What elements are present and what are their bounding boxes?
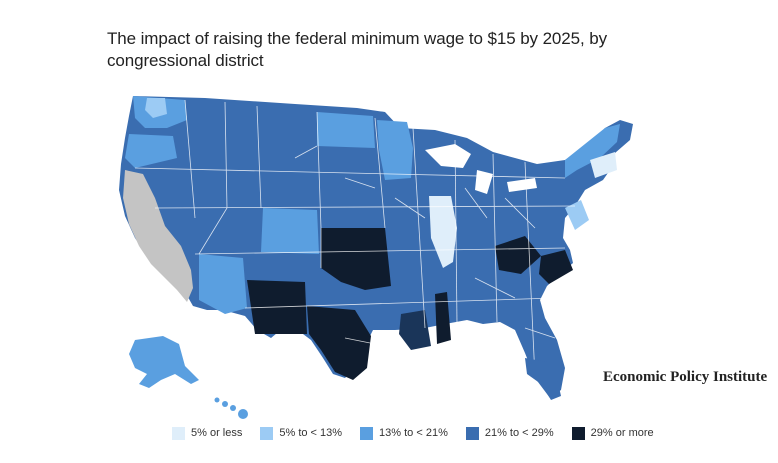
texas-region — [307, 306, 371, 380]
great-lakes — [425, 144, 537, 194]
northeast-region — [565, 124, 620, 178]
mid-atlantic-region — [565, 200, 589, 230]
carolina-region — [539, 250, 573, 284]
map-legend: 5% or less 5% to < 13% 13% to < 21% 21% … — [172, 425, 654, 441]
legend-item: 29% or more — [571, 426, 654, 440]
alaska-region — [129, 336, 199, 388]
minnesota-region — [377, 120, 413, 180]
district-boundaries — [134, 99, 576, 379]
legend-label: 21% to < 29% — [484, 427, 554, 439]
mississippi-region — [435, 292, 451, 344]
brand-logo-text: Economic Policy Institute — [603, 369, 768, 385]
legend-label: 29% or more — [590, 427, 654, 439]
north-dakota-region — [317, 112, 375, 148]
kansas-oklahoma-region — [321, 228, 391, 290]
us-district-map — [95, 78, 655, 423]
legend-label: 5% or less — [191, 427, 243, 439]
seattle-region — [145, 98, 167, 118]
map-svg — [119, 96, 633, 419]
arizona-region — [199, 254, 247, 314]
legend-label: 5% to < 13% — [279, 427, 343, 439]
florida-region — [525, 358, 561, 400]
louisiana-region — [399, 310, 431, 350]
legend-swatch — [360, 426, 374, 440]
legend-label: 13% to < 21% — [379, 427, 448, 439]
legend-swatch — [465, 426, 479, 440]
legend-item: 5% to < 13% — [260, 426, 343, 440]
colorado-region — [261, 208, 319, 254]
legend-swatch — [260, 426, 274, 440]
map-title: The impact of raising the federal minimu… — [107, 29, 607, 70]
legend-swatch — [571, 426, 585, 440]
legend-item: 13% to < 21% — [360, 426, 448, 440]
legend-item: 5% or less — [172, 426, 243, 440]
california-region — [123, 170, 193, 302]
legend-swatch — [172, 426, 185, 440]
legend-item: 21% to < 29% — [465, 426, 554, 440]
hawaii-region — [214, 397, 248, 419]
new-england-region — [590, 152, 617, 178]
oregon-region — [125, 134, 177, 168]
